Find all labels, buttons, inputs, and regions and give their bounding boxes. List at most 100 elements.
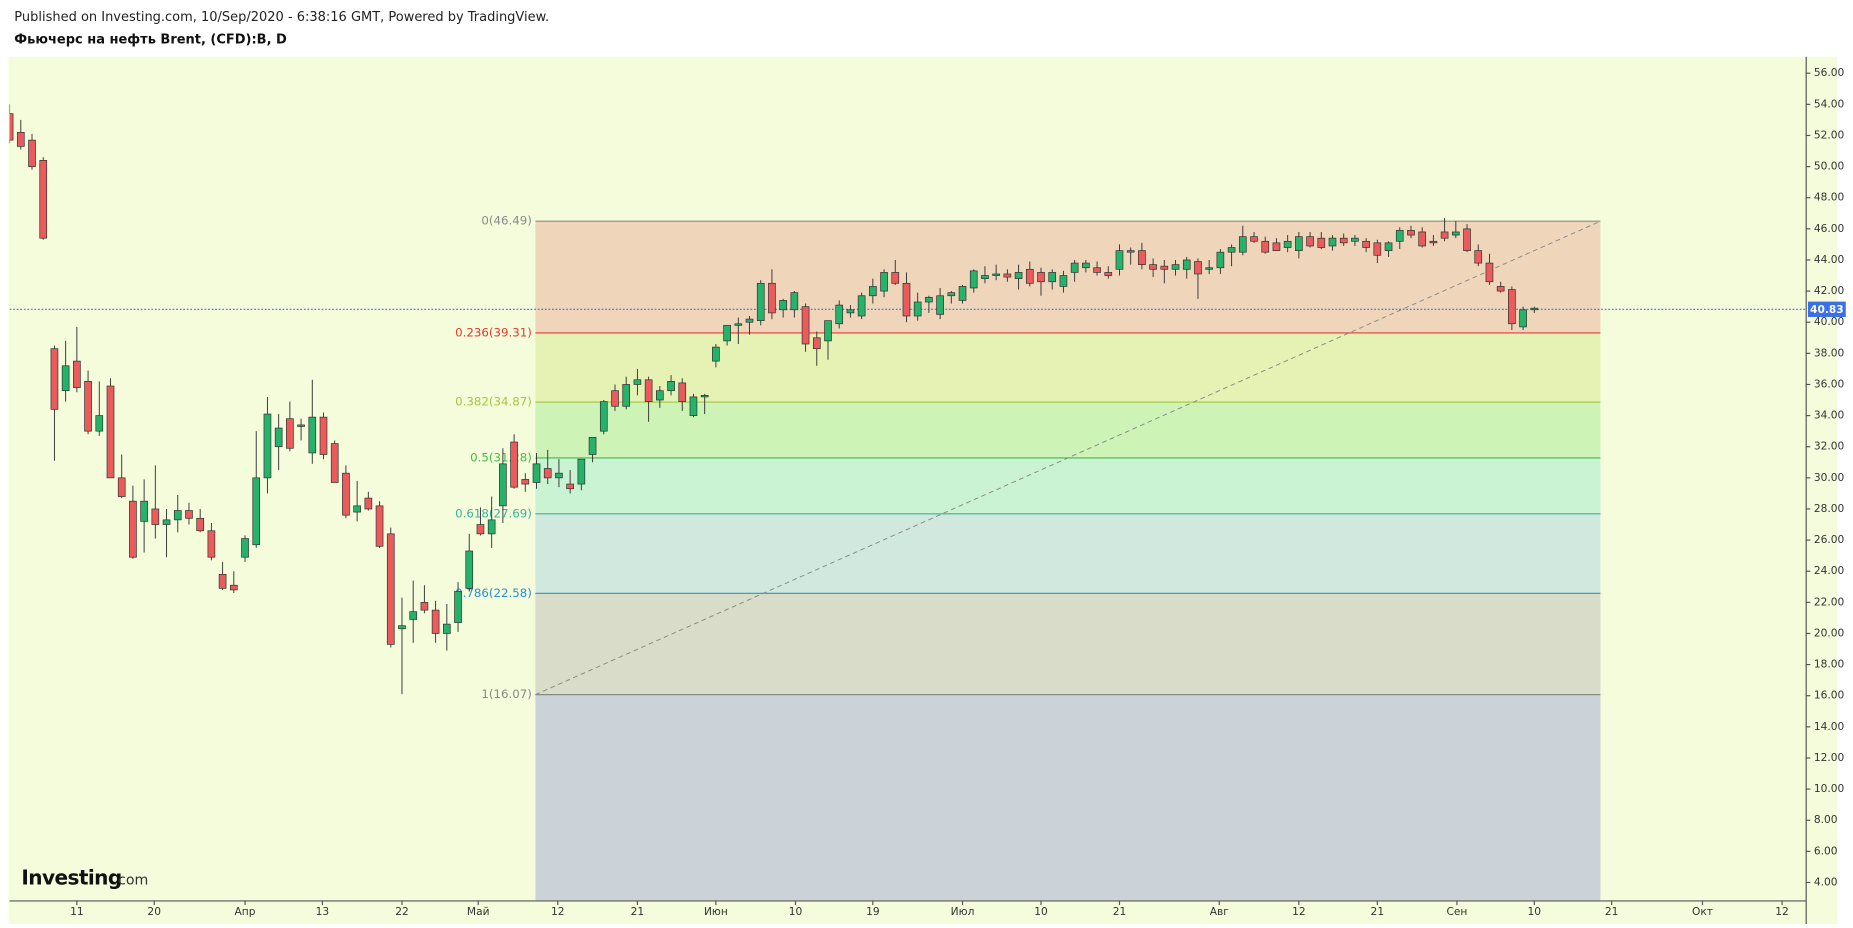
- y-tick-label: 52.00: [1814, 128, 1845, 141]
- candle-body: [1014, 272, 1023, 279]
- candle-body: [1104, 272, 1113, 276]
- fib-zone: [535, 402, 1601, 458]
- x-tick-label: 12: [1775, 905, 1789, 918]
- candle-body: [801, 306, 810, 345]
- plot-area: 0(46.49) 0.236(39.31) 0.382(34.87) 0.5(31.2…: [9, 104, 1806, 901]
- candle-body: [1250, 236, 1258, 242]
- candle-body: [588, 437, 597, 455]
- candle-body: [274, 427, 283, 448]
- y-tick-label: 20.00: [1814, 626, 1845, 639]
- candle-body: [633, 379, 642, 385]
- logo-suffix: .com: [114, 872, 149, 888]
- candle-body: [667, 380, 675, 392]
- candle-body: [756, 282, 765, 322]
- candle-body: [1093, 267, 1101, 273]
- candle-body: [656, 390, 664, 401]
- fib-level-label: 0(46.49): [481, 214, 531, 228]
- candle-body: [925, 296, 933, 303]
- x-tick-label: 20: [147, 905, 161, 918]
- y-tick-label: 16.00: [1814, 689, 1845, 702]
- candle-body: [992, 273, 1000, 276]
- candle-body: [1261, 240, 1270, 253]
- fib-level-label: 0.786(22.58): [455, 586, 532, 600]
- candle-body: [1362, 240, 1370, 248]
- symbol-title: Фьючерс на нефть Brent, (CFD):B, D: [14, 33, 287, 48]
- candle-body: [431, 609, 440, 634]
- candle-body: [28, 139, 36, 167]
- y-tick-label: 32.00: [1814, 440, 1845, 453]
- candle-body: [1485, 262, 1494, 283]
- candle-body: [689, 396, 698, 416]
- y-tick-label: 42.00: [1814, 284, 1845, 297]
- fib-level-label: 0.5(31.28): [470, 450, 532, 464]
- last-price-badge: [1807, 301, 1846, 317]
- y-tick-label: 30.00: [1814, 471, 1845, 484]
- y-tick-label: 22.00: [1814, 595, 1845, 608]
- candle-body: [229, 584, 238, 591]
- candle-body: [622, 384, 631, 407]
- logo-brand: Investing: [21, 866, 121, 890]
- candle-body: [1115, 250, 1124, 270]
- y-tick-label: 50.00: [1814, 160, 1845, 173]
- candle-body: [1070, 262, 1079, 273]
- x-tick-label: 12: [1292, 905, 1306, 918]
- y-tick-label: 18.00: [1814, 658, 1845, 671]
- candle-body: [779, 300, 787, 311]
- candle-body: [9, 113, 14, 141]
- y-tick-label: 34.00: [1814, 409, 1845, 422]
- candle-body: [510, 441, 518, 488]
- candle-body: [151, 508, 160, 525]
- y-tick-label: 46.00: [1814, 222, 1845, 235]
- candle-body: [1138, 250, 1146, 265]
- candle-body: [442, 623, 451, 634]
- candle-body: [286, 418, 294, 449]
- x-tick-label: Июл: [951, 905, 975, 918]
- candle-body: [16, 131, 25, 147]
- candle-body: [1003, 273, 1012, 278]
- x-tick-label: 12: [551, 905, 565, 918]
- candle-body: [375, 505, 384, 547]
- candle-body: [969, 270, 978, 289]
- candle-body: [1463, 228, 1471, 251]
- candle-body: [1171, 264, 1180, 270]
- candle-body: [1126, 250, 1135, 253]
- candle-body: [812, 337, 821, 350]
- y-tick-label: 38.00: [1814, 346, 1845, 359]
- candle-body: [409, 611, 418, 620]
- candle-body: [790, 292, 799, 311]
- candle-body: [599, 401, 608, 432]
- y-tick-label: 56.00: [1814, 66, 1845, 79]
- candle-body: [1339, 237, 1348, 244]
- candle-body: [1440, 231, 1449, 239]
- x-tick-label: 21: [1605, 905, 1619, 918]
- candle-body: [50, 348, 59, 410]
- candle-body: [252, 477, 261, 546]
- candle-body: [1418, 231, 1427, 247]
- candle-body: [835, 304, 844, 325]
- candle-body: [745, 318, 754, 323]
- candle-body: [196, 517, 205, 532]
- candle-body: [1317, 237, 1326, 248]
- candle-body: [1082, 262, 1090, 269]
- candle-body: [1395, 230, 1404, 242]
- candle-body: [1025, 268, 1034, 284]
- candle-body: [106, 385, 115, 479]
- x-tick-label: Апр: [235, 905, 256, 918]
- candle-body: [1283, 240, 1292, 248]
- fib-level-label: 1(16.07): [481, 687, 531, 701]
- y-tick-label: 36.00: [1814, 377, 1845, 390]
- candle-body: [297, 424, 305, 427]
- x-tick-label: 19: [866, 905, 880, 918]
- candle-body: [241, 538, 249, 558]
- candle-body: [700, 395, 709, 398]
- candle-body: [1407, 230, 1415, 236]
- candle-body: [1059, 275, 1068, 287]
- fib-zone: [535, 694, 1601, 901]
- y-tick-label: 6.00: [1814, 844, 1838, 857]
- candle-body: [1272, 242, 1281, 251]
- fib-zone: [535, 332, 1601, 403]
- y-tick-label: 12.00: [1814, 751, 1845, 764]
- x-tick-label: Май: [467, 905, 490, 918]
